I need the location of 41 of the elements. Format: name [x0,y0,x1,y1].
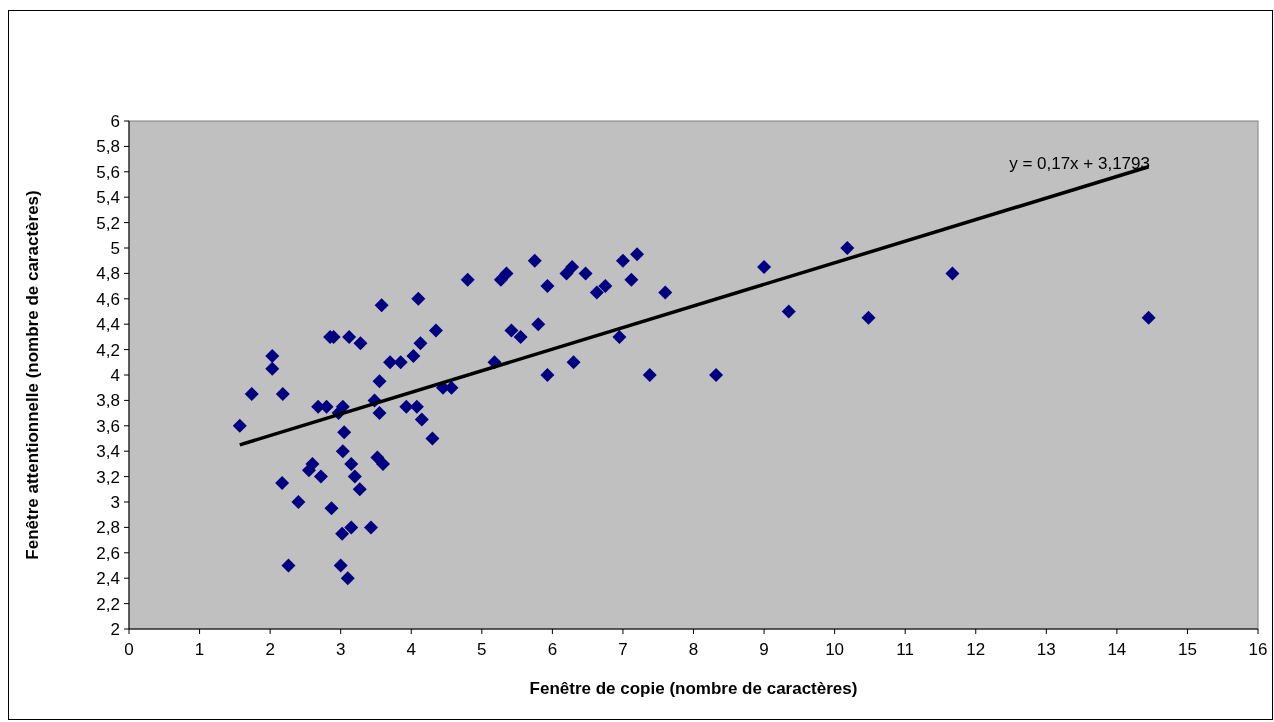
x-tick-label: 0 [124,640,134,659]
y-tick-label: 4,4 [96,315,120,335]
y-tick-label: 2,6 [96,543,120,563]
y-tick-label: 5,8 [96,137,120,157]
x-tick-label: 11 [896,640,915,659]
y-tick-label: 2,8 [96,518,120,538]
x-tick-label: 5 [477,640,487,659]
y-tick-label: 3,8 [96,391,120,411]
x-tick-label: 2 [265,640,275,659]
y-tick-label: 2,2 [96,594,120,614]
x-tick-label: 12 [966,640,986,659]
x-tick-label: 13 [1036,640,1056,659]
x-tick-label: 7 [618,640,628,659]
x-tick-label: 14 [1107,640,1127,659]
y-tick-label: 2 [110,619,120,639]
x-tick-label: 1 [194,640,205,659]
y-tick-label: 6 [110,111,120,131]
y-tick-label: 4 [110,365,120,385]
y-tick-label: 3,6 [96,416,120,436]
x-tick-label: 8 [688,640,699,659]
y-tick-label: 4,8 [96,264,120,284]
y-tick-label: 4,2 [96,340,120,360]
y-tick-label: 5,2 [96,213,120,233]
y-tick-label: 5 [110,238,120,258]
x-tick-label: 10 [825,640,845,659]
x-tick-label: 16 [1248,640,1268,659]
x-tick-label: 3 [335,640,346,659]
y-tick-label: 4,6 [96,289,120,309]
y-tick-label: 5,4 [96,188,120,208]
y-tick-label: 3,2 [96,467,120,487]
x-tick-label: 9 [759,640,769,659]
x-tick-label: 6 [547,640,558,659]
y-tick-label: 5,6 [96,162,120,182]
y-tick-label: 2,4 [96,569,120,589]
x-axis-title: Fenêtre de copie (nombre de caractères) [529,679,858,698]
y-axis-title: Fenêtre attentionnelle (nombre de caractères) [23,190,42,560]
x-tick-label: 15 [1177,640,1197,659]
x-tick-label: 4 [406,640,416,659]
y-tick-label: 3 [110,492,120,512]
annotation: y = 0,17x + 3,1793 [1009,154,1150,173]
y-tick-label: 3,4 [96,442,120,462]
